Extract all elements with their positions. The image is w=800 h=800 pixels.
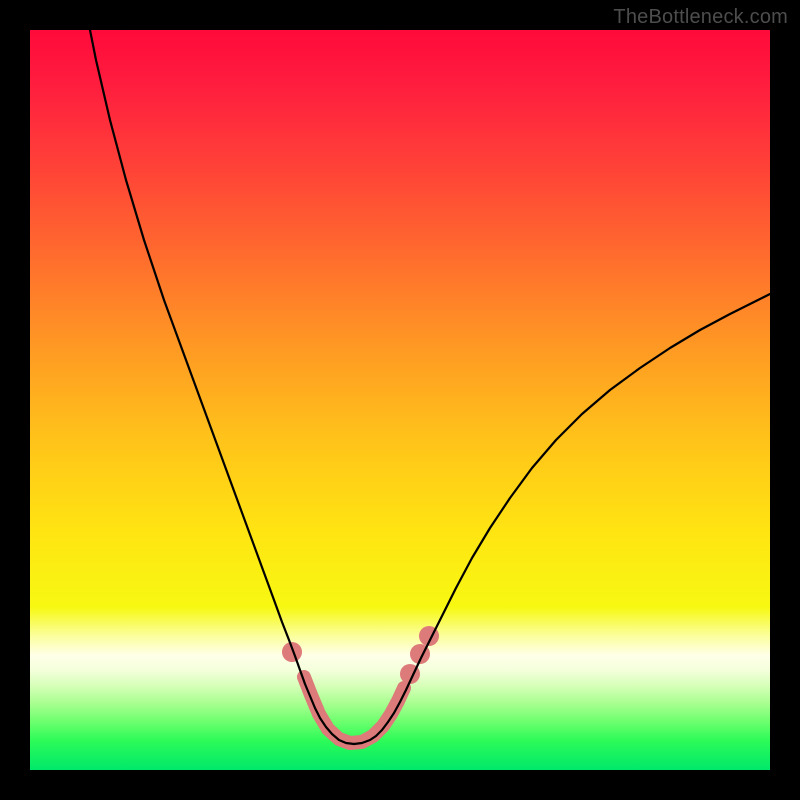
plot-background xyxy=(30,30,770,770)
bottleneck-chart xyxy=(0,0,800,800)
watermark-text: TheBottleneck.com xyxy=(613,6,788,29)
chart-container: TheBottleneck.com xyxy=(0,0,800,800)
